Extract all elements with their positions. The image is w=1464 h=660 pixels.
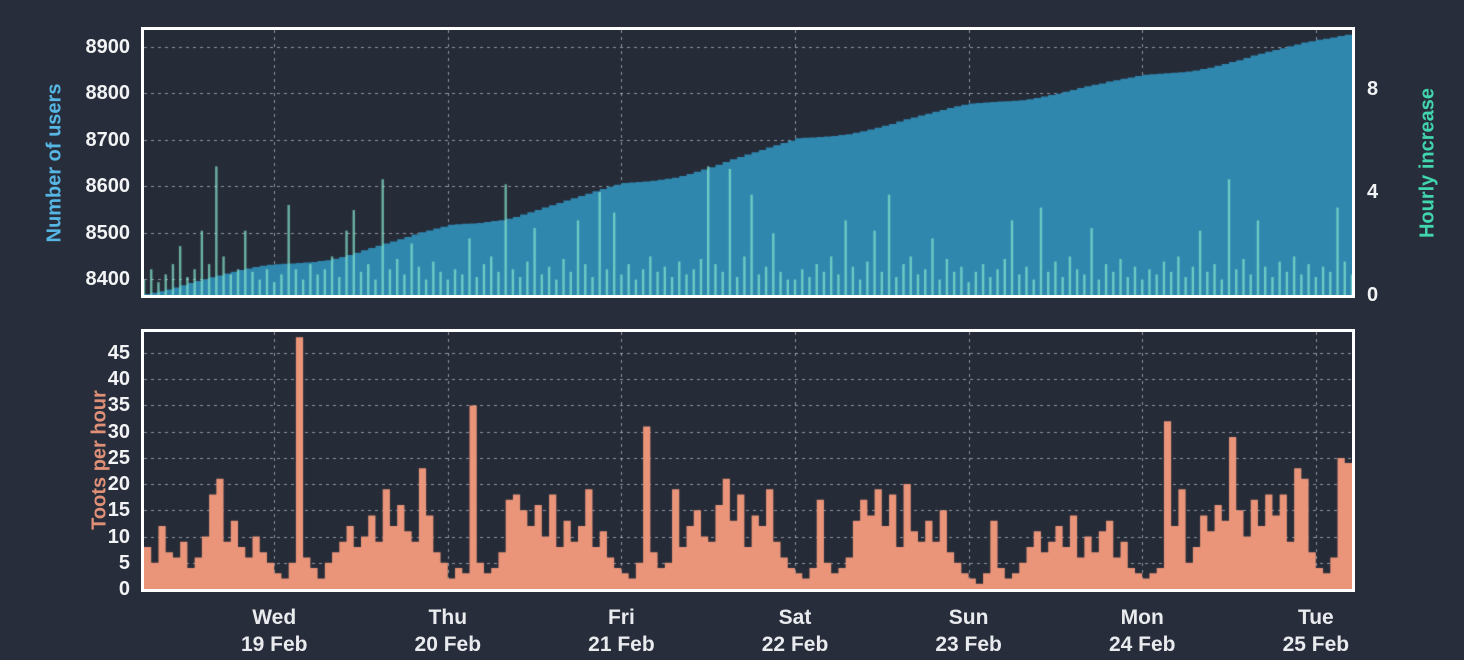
tick-label: 8900 [85, 35, 131, 58]
tick-label: 10 [107, 525, 130, 548]
tick-label: 8500 [85, 221, 131, 244]
tick-label: 8800 [85, 82, 131, 105]
day-label: Wed 19 Feb [204, 604, 344, 658]
tick-label: 25 [107, 446, 130, 469]
day-name: Fri [607, 606, 635, 629]
toots-chart-canvas [144, 332, 1352, 589]
tick-label: 8 [1367, 78, 1379, 101]
day-name: Tue [1297, 606, 1334, 629]
day-name: Sat [778, 606, 812, 629]
day-name: Thu [428, 606, 468, 629]
users-y-axis-title: Number of users [43, 83, 66, 243]
day-label: Sun 23 Feb [899, 604, 1039, 658]
tick-label: 5 [118, 551, 130, 574]
tick-label: 0 [118, 578, 130, 600]
tick-label: 40 [107, 368, 130, 391]
users-chart-canvas [144, 30, 1352, 295]
tick-label: 35 [107, 394, 130, 417]
tick-label: 0 [1367, 284, 1379, 306]
tick-label: 20 [107, 473, 130, 496]
day-date: 22 Feb [761, 633, 829, 656]
tick-label: 8600 [85, 175, 131, 198]
users-chart-panel [141, 27, 1355, 298]
hourly-increase-y-axis-title: Hourly increase [1416, 87, 1439, 239]
day-date: 24 Feb [1108, 633, 1176, 656]
day-date: 20 Feb [414, 633, 482, 656]
day-name: Mon [1120, 606, 1164, 629]
day-date: 23 Feb [935, 633, 1002, 656]
tick-label: 15 [107, 499, 130, 522]
day-label: Thu 20 Feb [378, 604, 518, 658]
tick-label: 4 [1367, 181, 1379, 204]
toots-chart-panel [141, 329, 1355, 592]
day-date: 21 Feb [588, 633, 655, 656]
tick-label: 8700 [85, 128, 131, 151]
tick-label: 8400 [85, 268, 131, 291]
day-label: Fri 21 Feb [551, 604, 691, 658]
day-name: Wed [252, 606, 297, 629]
day-name: Sun [948, 606, 989, 629]
tick-label: 30 [107, 420, 130, 443]
tick-label: 45 [107, 341, 130, 364]
day-label: Tue 25 Feb [1246, 604, 1386, 658]
day-date: 19 Feb [240, 633, 308, 656]
day-label: Sat 22 Feb [725, 604, 865, 658]
day-label: Mon 24 Feb [1072, 604, 1212, 658]
day-date: 25 Feb [1282, 633, 1350, 656]
